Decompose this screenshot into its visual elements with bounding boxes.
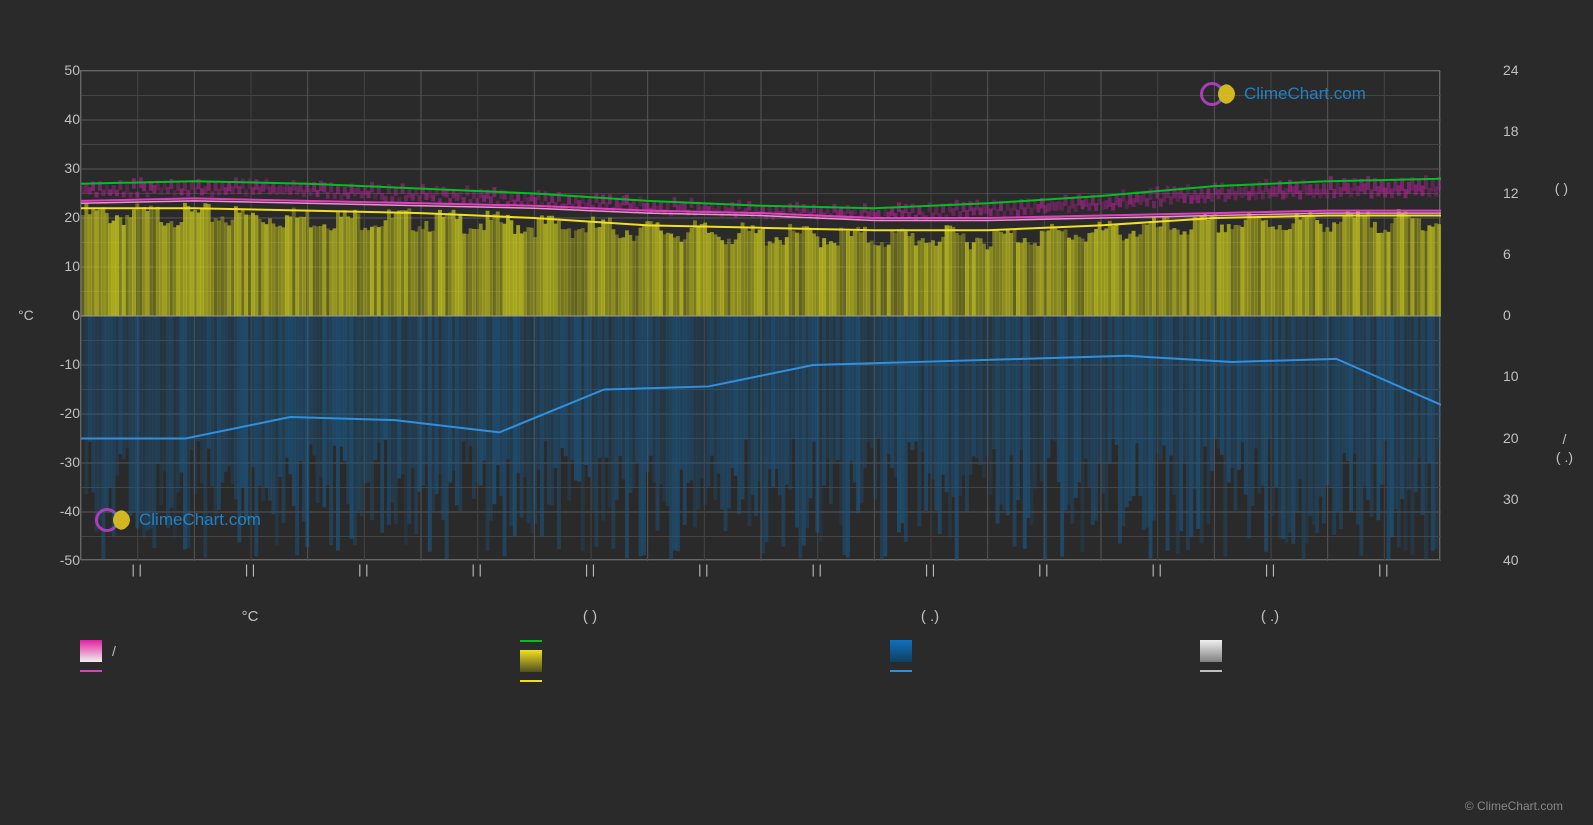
x-tick: | |: [698, 562, 708, 577]
x-tick: | |: [1378, 562, 1388, 577]
legend-column: [520, 640, 860, 690]
y-right-tick: 24: [1503, 62, 1543, 78]
y-left-tick: -30: [40, 454, 80, 470]
legend-header-item: ( .): [1100, 608, 1440, 625]
y-left-tick: -20: [40, 405, 80, 421]
chart-plot-area: [80, 70, 1440, 560]
y-left-tick: 20: [40, 209, 80, 225]
legend-line-swatch: [80, 670, 102, 672]
legend-item: /: [80, 640, 420, 662]
legend-item: [890, 640, 1230, 662]
y-left-tick: 0: [40, 307, 80, 323]
x-tick: | |: [811, 562, 821, 577]
x-tick: | |: [1151, 562, 1161, 577]
y-right-tick: 30: [1503, 491, 1543, 507]
y-right-tick: 18: [1503, 123, 1543, 139]
legend-swatch: [890, 640, 912, 662]
legend-item: [520, 640, 860, 642]
legend-header-item: ( ): [420, 608, 760, 625]
legend-item: [80, 670, 420, 672]
x-tick: | |: [471, 562, 481, 577]
y-left-tick: 30: [40, 160, 80, 176]
y-left-tick: -10: [40, 356, 80, 372]
x-tick: | |: [245, 562, 255, 577]
y-left-tick: -40: [40, 503, 80, 519]
y-axis-left-label: °C: [18, 307, 34, 323]
legend-column: [1200, 640, 1540, 680]
legend-item: [1200, 670, 1540, 672]
y-left-tick: 40: [40, 111, 80, 127]
x-tick: | |: [585, 562, 595, 577]
x-tick: | |: [925, 562, 935, 577]
legend-column: /: [80, 640, 420, 680]
legend-line-swatch: [520, 640, 542, 642]
y-axis-right: 2418126010203040: [1503, 70, 1543, 560]
y-right-tick: 40: [1503, 552, 1543, 568]
y-left-tick: 10: [40, 258, 80, 274]
x-tick: | |: [358, 562, 368, 577]
y-axis-right-label-top: ( ): [1555, 180, 1568, 196]
x-axis: | | | | | | | | | | | | | | | | | | | | | | | |: [80, 562, 1440, 582]
legend-label: /: [112, 643, 116, 659]
y-axis-left: 50403020100-10-20-30-40-50: [40, 70, 80, 560]
legend-line-swatch: [890, 670, 912, 672]
y-left-tick: -50: [40, 552, 80, 568]
legend-swatch: [80, 640, 102, 662]
legend-swatch: [1200, 640, 1222, 662]
y-right-tick: 12: [1503, 185, 1543, 201]
legend-item: [520, 650, 860, 672]
watermark: ClimeChart.com: [1200, 82, 1366, 106]
watermark: ClimeChart.com: [95, 508, 261, 532]
y-left-tick: 50: [40, 62, 80, 78]
y-right-tick: 20: [1503, 430, 1543, 446]
legend-swatch: [520, 650, 542, 672]
x-tick: | |: [1038, 562, 1048, 577]
x-tick: | |: [131, 562, 141, 577]
legend-line-swatch: [520, 680, 542, 682]
legend-header-item: °C: [80, 608, 420, 625]
legend-header: °C( )( .)( .): [80, 608, 1440, 625]
legend-item: [520, 680, 860, 682]
y-right-tick: 10: [1503, 368, 1543, 384]
legend-item: [1200, 640, 1540, 662]
legend-item: [890, 670, 1230, 672]
legend-column: [890, 640, 1230, 680]
y-right-tick: 6: [1503, 246, 1543, 262]
y-axis-right-label-bottom: /( .): [1556, 430, 1573, 466]
legend-header-item: ( .): [760, 608, 1100, 625]
copyright: © ClimeChart.com: [1465, 799, 1563, 813]
x-tick: | |: [1265, 562, 1275, 577]
y-right-tick: 0: [1503, 307, 1543, 323]
legend-line-swatch: [1200, 670, 1222, 672]
